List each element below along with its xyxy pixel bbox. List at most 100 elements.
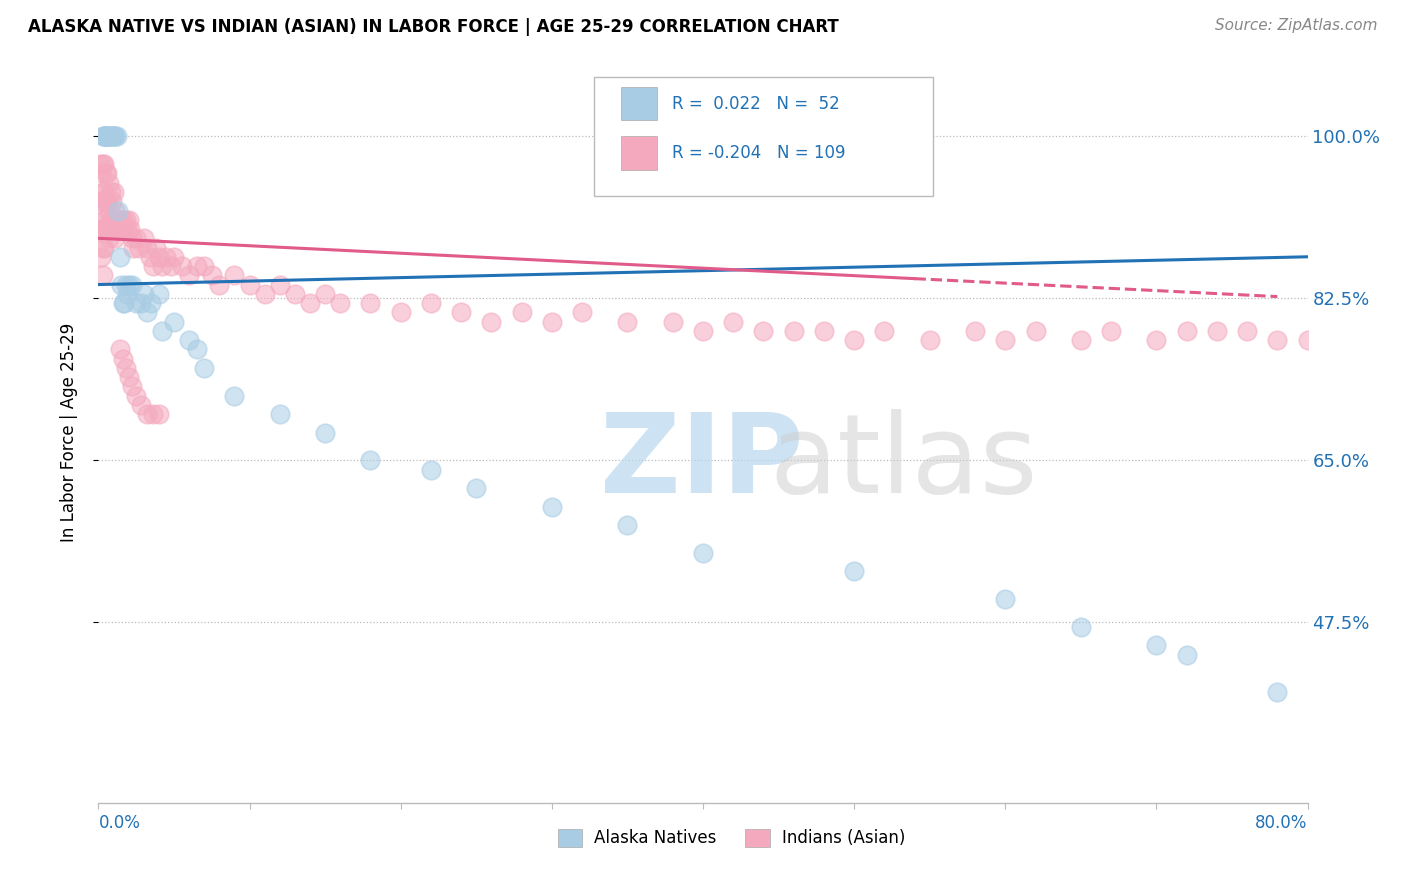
Point [90, 222, 112, 236]
Point [111, 296, 134, 310]
Point [193, 259, 215, 273]
Point [93, 129, 115, 144]
Point [98, 231, 121, 245]
Point [616, 315, 638, 329]
Point [193, 360, 215, 375]
Point [93, 185, 115, 199]
Point [163, 250, 186, 264]
Point [661, 315, 683, 329]
Y-axis label: In Labor Force | Age 25-29: In Labor Force | Age 25-29 [59, 323, 77, 542]
Point [115, 222, 138, 236]
Point [179, 333, 201, 347]
Point [121, 379, 143, 393]
Point [150, 324, 173, 338]
Point [224, 268, 246, 283]
Point [93, 129, 115, 144]
Text: Alaska Natives: Alaska Natives [595, 829, 717, 847]
Point [314, 286, 336, 301]
Point [299, 296, 322, 310]
Point [90, 194, 112, 209]
Point [93, 240, 115, 255]
Point [208, 277, 231, 292]
Point [94, 222, 117, 236]
Text: R = -0.204   N = 109: R = -0.204 N = 109 [672, 145, 845, 162]
Point [104, 203, 127, 218]
Point [1144, 639, 1167, 653]
Point [160, 259, 183, 273]
Point [752, 324, 775, 338]
Point [1099, 324, 1122, 338]
Point [360, 296, 382, 310]
Point [186, 343, 208, 357]
Point [129, 398, 152, 412]
Point [93, 157, 115, 171]
Point [481, 315, 503, 329]
Point [540, 500, 562, 514]
Point [96, 194, 118, 209]
Point [91, 129, 114, 144]
Point [121, 277, 143, 292]
Point [91, 240, 114, 255]
Point [450, 305, 472, 319]
Point [96, 129, 118, 144]
Point [148, 407, 170, 421]
Point [100, 185, 122, 199]
Point [129, 296, 152, 310]
Point [98, 129, 121, 144]
Point [100, 212, 122, 227]
Point [201, 268, 224, 283]
Point [91, 185, 114, 199]
Point [1267, 333, 1289, 347]
Point [125, 296, 148, 310]
Point [1144, 333, 1167, 347]
Point [1175, 648, 1198, 662]
Point [994, 333, 1017, 347]
Point [389, 305, 412, 319]
Bar [558, 829, 582, 847]
Point [148, 286, 170, 301]
Point [132, 286, 155, 301]
Point [139, 250, 162, 264]
Text: ALASKA NATIVE VS INDIAN (ASIAN) IN LABOR FORCE | AGE 25-29 CORRELATION CHART: ALASKA NATIVE VS INDIAN (ASIAN) IN LABOR… [28, 18, 839, 36]
Point [1024, 324, 1046, 338]
Point [150, 259, 173, 273]
Point [94, 129, 117, 144]
Point [844, 565, 866, 579]
Point [994, 592, 1017, 607]
Point [692, 324, 714, 338]
Point [98, 129, 121, 144]
Point [142, 259, 165, 273]
Point [616, 518, 638, 533]
Point [269, 277, 291, 292]
Point [540, 315, 562, 329]
Point [101, 129, 124, 144]
Point [329, 296, 352, 310]
Point [813, 324, 835, 338]
Point [163, 315, 186, 329]
Point [844, 333, 866, 347]
Point [510, 305, 533, 319]
Point [103, 129, 125, 144]
Point [1070, 620, 1092, 634]
Point [360, 453, 382, 467]
Point [253, 286, 276, 301]
Point [105, 129, 128, 144]
Point [93, 212, 115, 227]
Point [118, 370, 141, 384]
Point [114, 360, 136, 375]
Point [94, 129, 117, 144]
Point [96, 222, 118, 236]
Point [94, 166, 117, 180]
Point [94, 129, 117, 144]
Text: Source: ZipAtlas.com: Source: ZipAtlas.com [1215, 18, 1378, 33]
Point [128, 240, 150, 255]
Point [98, 203, 121, 218]
Point [141, 296, 163, 310]
Point [111, 212, 134, 227]
Point [269, 407, 291, 421]
Point [420, 462, 443, 476]
Point [103, 129, 125, 144]
Text: atlas: atlas [769, 409, 1038, 516]
Point [103, 185, 125, 199]
Point [420, 296, 443, 310]
